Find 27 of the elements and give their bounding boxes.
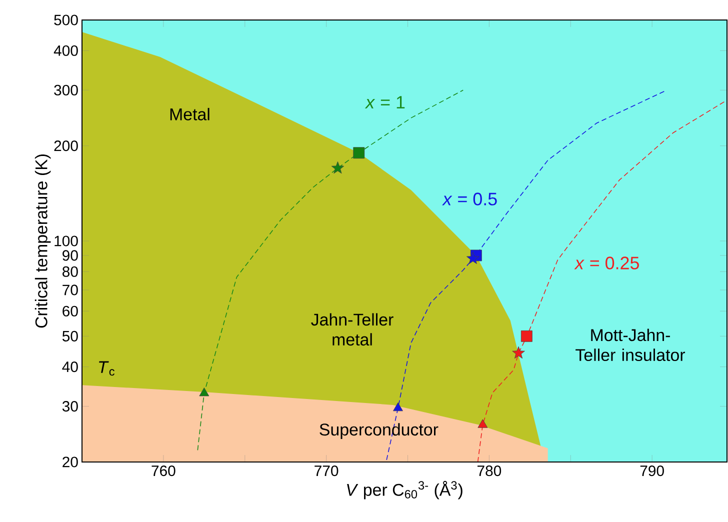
- annotation: Jahn-Teller metal: [311, 313, 394, 346]
- series-label: x = 1: [364, 96, 405, 108]
- y-tick-label: 40: [62, 362, 78, 372]
- x-tick-label: 790: [640, 466, 664, 476]
- y-tick-label: 400: [54, 45, 78, 56]
- y-tick-label: 50: [62, 330, 78, 342]
- y-tick-label: 60: [62, 306, 78, 316]
- y-tick-label: 20: [62, 456, 78, 468]
- x-tick-label: 780: [478, 466, 502, 476]
- series-label: x = 0.5: [442, 192, 497, 206]
- annotation: Metal: [170, 108, 210, 120]
- y-tick-label: 200: [54, 140, 78, 152]
- annotation: Mott-Jahn-Teller insulator: [576, 328, 686, 362]
- y-tick-label: 80: [62, 266, 78, 277]
- y-tick-label: 100: [54, 236, 78, 246]
- y-tick-label: 500: [54, 14, 78, 26]
- x-tick-label: 760: [152, 466, 176, 476]
- y-tick-label: 90: [62, 250, 78, 261]
- x-axis-title: V per C$_{60}$$^{3-}$ (Å$^{3}$): [347, 480, 462, 500]
- y-tick-label: 70: [62, 284, 78, 296]
- y-tick-label: 300: [54, 84, 78, 96]
- series-label: T$_{c}$: [99, 361, 114, 376]
- annotation: Superconductor: [320, 423, 438, 439]
- series-label: x = 0.25: [574, 256, 639, 270]
- y-tick-label: 30: [62, 401, 78, 412]
- x-tick-label: 770: [314, 466, 338, 476]
- y-axis-title: Critical temperature (K): [34, 154, 51, 328]
